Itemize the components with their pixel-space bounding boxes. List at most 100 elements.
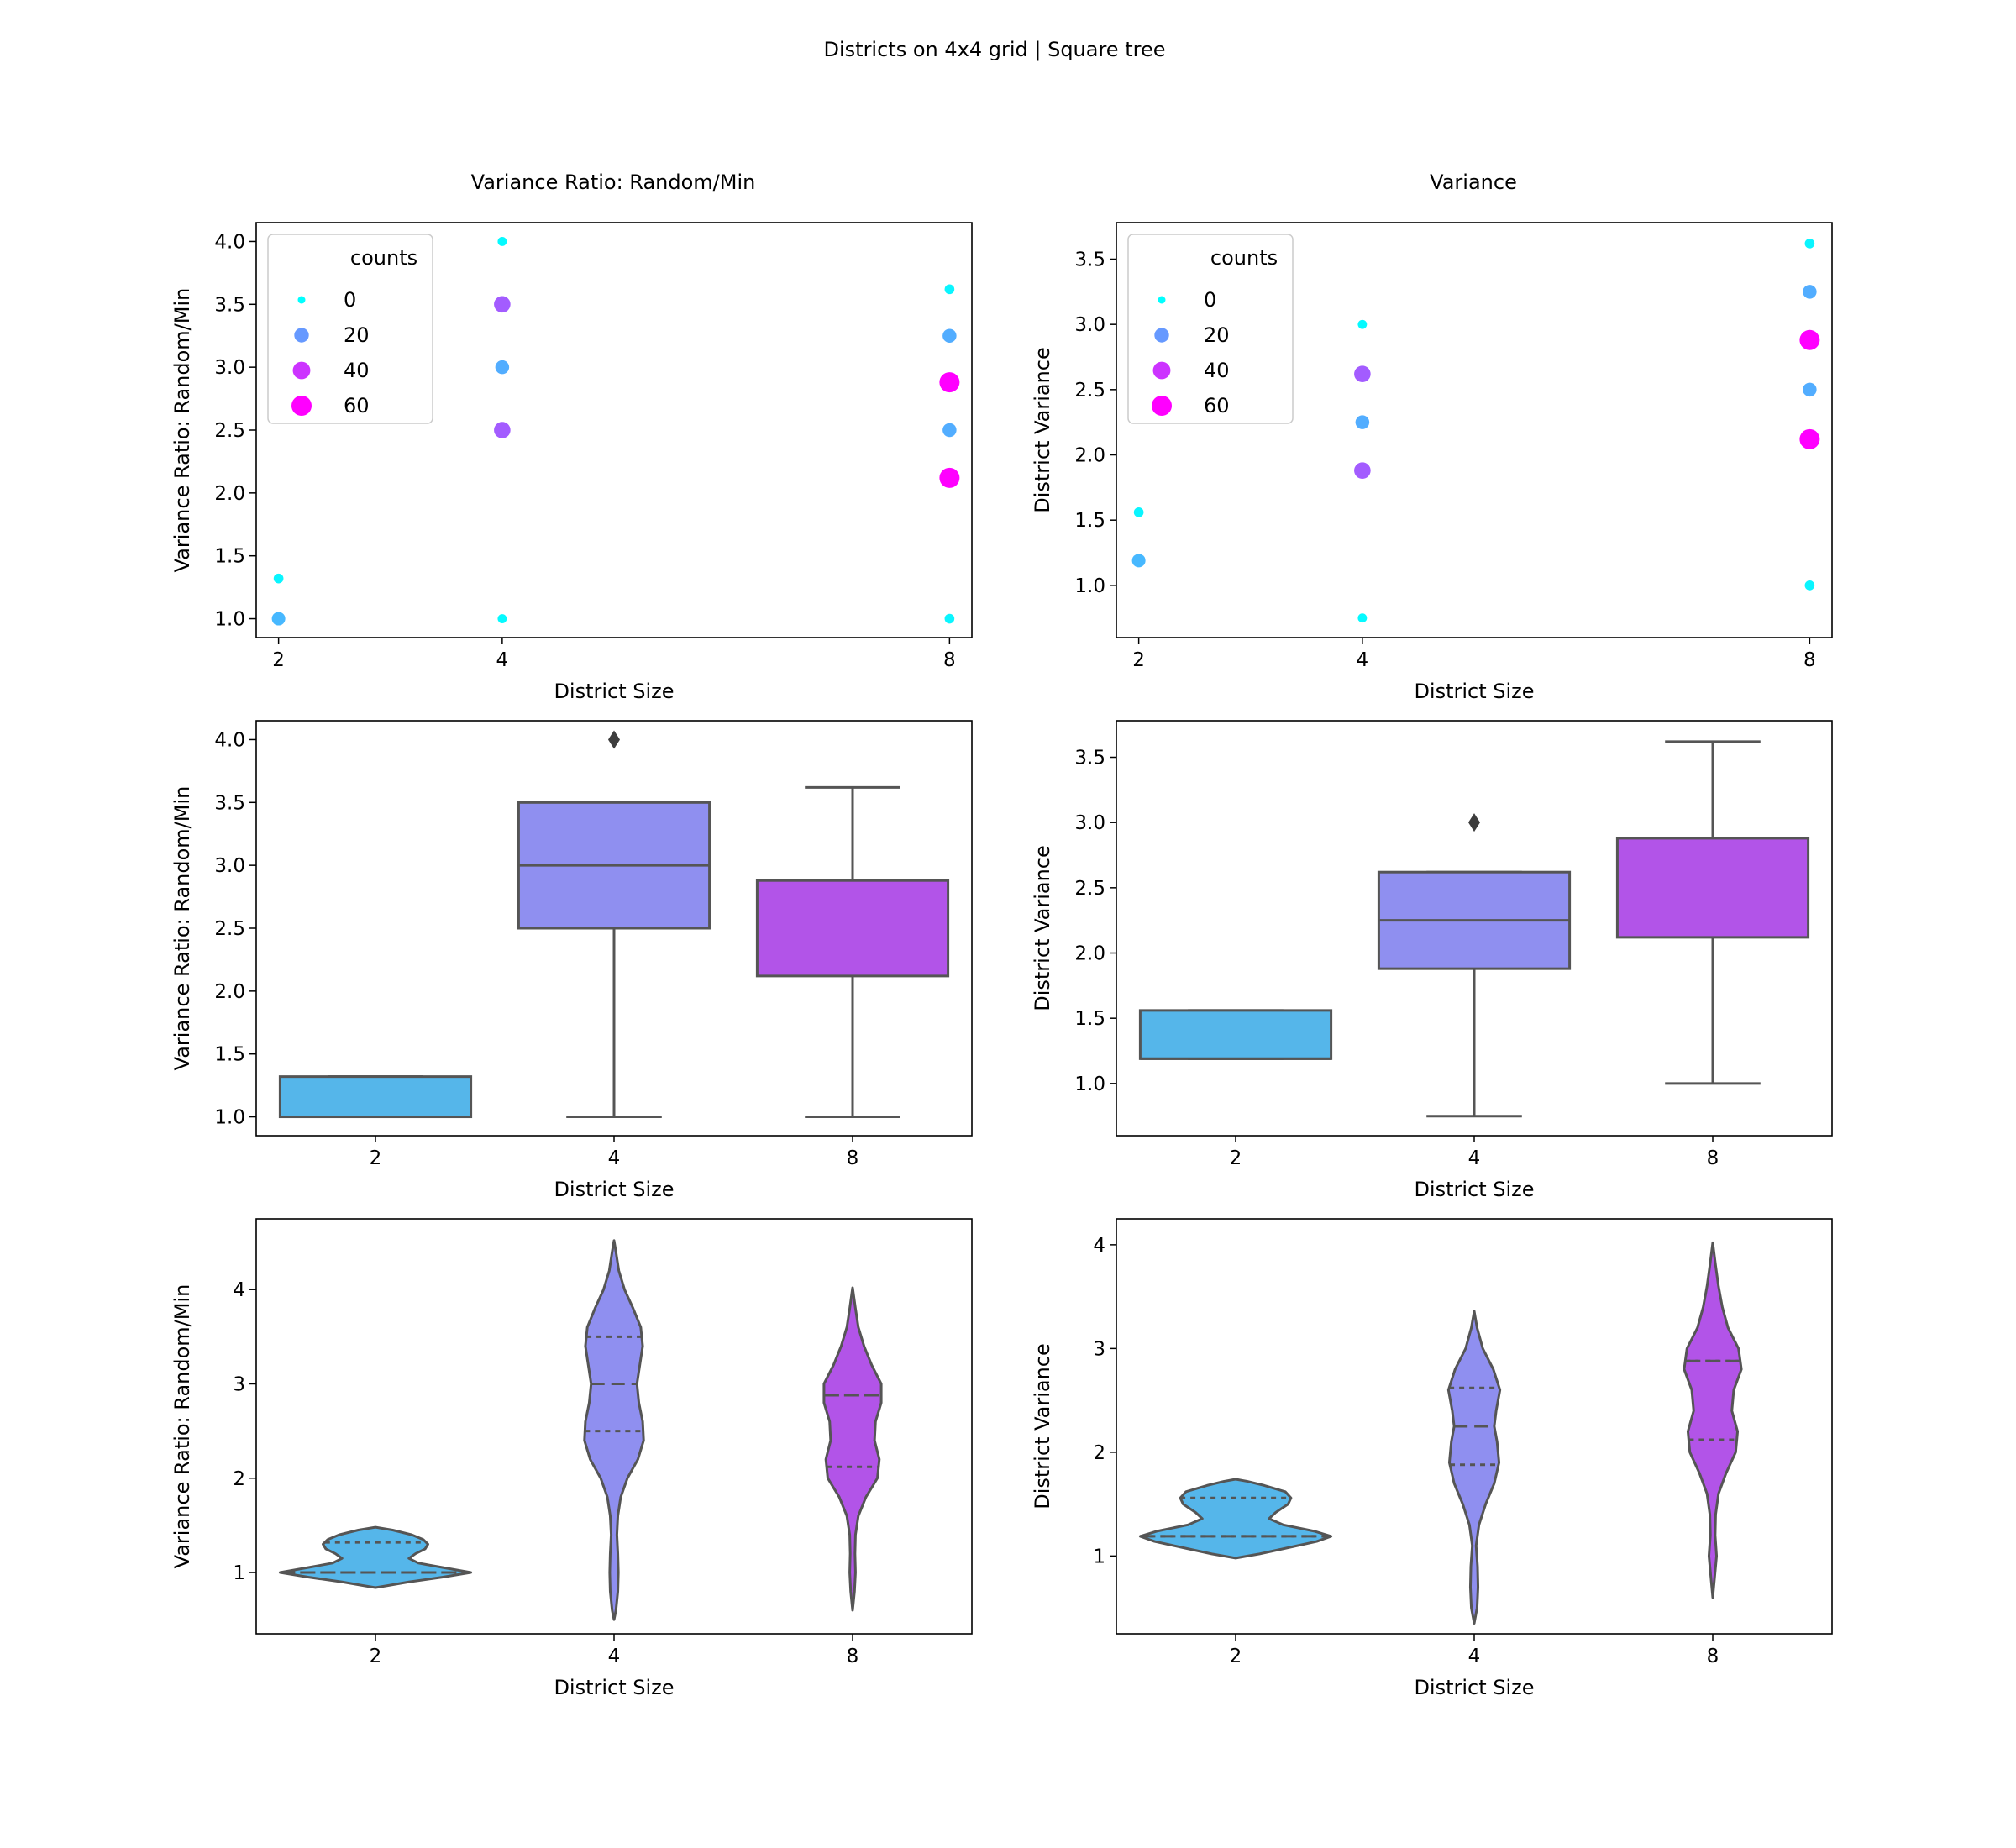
plot-frame	[1116, 1218, 1833, 1635]
box_ratio|2-ytick-label-0: 1.0	[214, 1107, 245, 1129]
x-axis-label: District Size	[554, 1178, 674, 1201]
legend-marker-1	[294, 328, 309, 343]
panels: 1.0 1.5 2.0 2.5 3.0 3.5 4.0 2 4 8 District Size Var…	[171, 222, 1833, 1699]
scatter_var|1-ytick-label-4: 3.0	[1074, 314, 1105, 336]
scatter_var|1-ytick-label-2: 2.0	[1074, 445, 1105, 467]
box_var|3-ytick-label-0: 1.0	[1074, 1074, 1105, 1095]
panel-scatter_var: 1.0 1.5 2.0 2.5 3.0 3.5 2 4 8 District Size Distri…	[1031, 222, 1833, 703]
figure-title: Districts on 4x4 grid | Square tree	[824, 38, 1166, 61]
violin_ratio|4-ytick-label-2: 3	[233, 1373, 245, 1395]
legend-marker-2	[292, 361, 311, 380]
scatter-point-7	[1804, 239, 1815, 249]
legend-label-2: 40	[1204, 359, 1230, 382]
scatter_ratio|0-ytick-label-0: 1.0	[214, 609, 245, 631]
x-axis-label: District Size	[554, 680, 674, 703]
scatter_ratio|0-ytick-label-6: 4.0	[214, 231, 245, 253]
panel-box_ratio: 1.0 1.5 2.0 2.5 3.0 3.5 4.0 2 4 8 District Size Var…	[171, 720, 973, 1201]
legend-title: counts	[1210, 246, 1278, 270]
scatter-point-2	[497, 237, 507, 246]
box_ratio|2-ytick-label-5: 3.5	[214, 792, 245, 814]
box_var|3-xtick-label-1: 4	[1468, 1147, 1481, 1169]
legend-label-3: 60	[344, 394, 370, 417]
box-8	[755, 785, 950, 1119]
panel-violin_ratio: 1 2 3 4 2 4 8 District Size Variance Ratio: Rand…	[171, 1218, 973, 1699]
y-axis-label: Variance Ratio: Random/Min	[171, 288, 194, 573]
legend-marker-1	[1154, 328, 1169, 343]
legend-box	[267, 234, 433, 424]
box-body	[1138, 1009, 1333, 1060]
plot-frame	[1116, 222, 1833, 638]
y-axis-label: Variance Ratio: Random/Min	[171, 786, 194, 1071]
legend-label-1: 20	[1204, 323, 1230, 347]
box_ratio|2-ytick-label-3: 2.5	[214, 918, 245, 940]
box_ratio|2-ytick-label-1: 1.5	[214, 1044, 245, 1066]
scatter-point-7	[944, 284, 955, 295]
legend-label-0: 0	[1204, 288, 1216, 312]
scatter-point-11	[1799, 428, 1820, 449]
violin-8	[822, 1286, 883, 1612]
legend-label-3: 60	[1204, 394, 1230, 417]
panel-box_var: 1.0 1.5 2.0 2.5 3.0 3.5 2 4 8 District Size Distri…	[1031, 720, 1833, 1201]
scatter_var|1-ytick-label-0: 1.0	[1074, 575, 1105, 597]
column-title-variance: Variance	[1430, 171, 1517, 194]
box-body	[278, 1075, 473, 1119]
y-axis-label: District Variance	[1031, 1343, 1054, 1509]
scatter-point-12	[1804, 580, 1815, 591]
scatter-point-5	[1354, 462, 1371, 479]
scatter-point-6	[1357, 613, 1368, 623]
scatter-point-4	[495, 360, 510, 375]
scatter_ratio|0-ytick-label-4: 3.0	[214, 357, 245, 379]
violin_ratio|4-xtick-label-1: 4	[608, 1646, 621, 1667]
legend-marker-2	[1152, 361, 1171, 380]
legend-marker-3	[1152, 396, 1172, 416]
scatter_ratio|0-ytick-label-3: 2.5	[214, 420, 245, 442]
box-4	[1377, 813, 1572, 1118]
panel-violin_var: 1 2 3 4 2 4 8 District Size District Variance	[1031, 1218, 1833, 1699]
legend-label-1: 20	[344, 323, 370, 347]
box_var|3-ytick-label-4: 3.0	[1074, 812, 1105, 834]
violin_var|5-xtick-label-2: 8	[1707, 1646, 1719, 1667]
scatter-point-11	[939, 467, 960, 488]
scatter-point-2	[1357, 319, 1368, 329]
violin_ratio|4-ytick-label-3: 4	[233, 1279, 245, 1301]
box-outlier-0	[608, 730, 620, 749]
box-8	[1615, 740, 1810, 1085]
violin_ratio|4-ytick-label-1: 2	[233, 1468, 245, 1490]
box-outlier-0	[1468, 813, 1480, 832]
violin-body	[822, 1286, 883, 1612]
scatter-point-1	[271, 612, 286, 626]
scatter_var|1-xtick-label-0: 2	[1132, 649, 1145, 671]
violin-4	[583, 1239, 645, 1621]
x-axis-label: District Size	[554, 1676, 674, 1699]
scatter-point-5	[494, 422, 511, 438]
plot-frame	[255, 222, 973, 638]
legend-label-2: 40	[344, 359, 370, 382]
x-axis-label: District Size	[1414, 680, 1534, 703]
violin_ratio|4-xtick-label-0: 2	[370, 1646, 382, 1667]
scatter_var|1-ytick-label-1: 1.5	[1074, 510, 1105, 532]
x-axis-label: District Size	[1414, 1676, 1534, 1699]
box_ratio|2-ytick-label-4: 3.0	[214, 855, 245, 877]
legend-marker-0	[1158, 296, 1166, 304]
box-4	[517, 730, 711, 1119]
box-2	[278, 1075, 473, 1119]
violin_var|5-ytick-label-2: 3	[1093, 1338, 1105, 1360]
box_ratio|2-xtick-label-2: 8	[847, 1147, 859, 1169]
box-2	[1138, 1009, 1333, 1060]
scatter-point-1	[1131, 554, 1146, 568]
box_ratio|2-ytick-label-6: 4.0	[214, 729, 245, 751]
scatter_ratio|0-ytick-label-1: 1.5	[214, 546, 245, 568]
box_var|3-xtick-label-0: 2	[1230, 1147, 1242, 1169]
scatter_ratio|0-xtick-label-1: 4	[496, 649, 509, 671]
scatter_var|1-xtick-label-1: 4	[1357, 649, 1369, 671]
plot-frame	[255, 720, 973, 1137]
violin_ratio|4-ytick-label-0: 1	[233, 1562, 245, 1584]
scatter-point-10	[942, 423, 957, 438]
x-axis-label: District Size	[1414, 1178, 1534, 1201]
scatter-point-6	[497, 614, 507, 623]
box_var|3-ytick-label-5: 3.5	[1074, 747, 1105, 769]
scatter-point-8	[1803, 285, 1817, 299]
violin_var|5-ytick-label-1: 2	[1093, 1442, 1105, 1464]
legend-label-0: 0	[344, 288, 356, 312]
violin_ratio|4-xtick-label-2: 8	[847, 1646, 859, 1667]
